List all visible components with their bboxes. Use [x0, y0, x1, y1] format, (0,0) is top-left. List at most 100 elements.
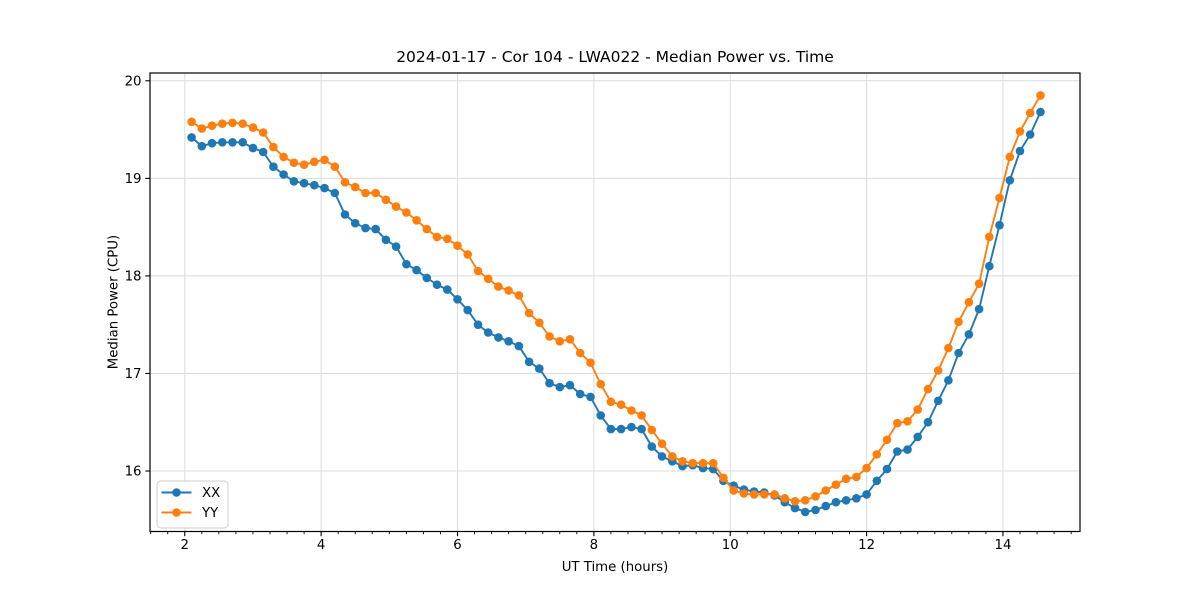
series-yy-point — [882, 435, 892, 445]
series-xx-point — [903, 445, 912, 454]
series-yy-point — [800, 496, 810, 505]
series-xx-point — [647, 442, 657, 451]
series-xx-point — [913, 432, 922, 442]
series-yy-point — [218, 119, 227, 128]
series-yy-point — [985, 232, 994, 242]
series-xx-point — [657, 452, 667, 461]
series-yy-point — [575, 348, 585, 358]
series-yy-point — [443, 234, 452, 244]
series-yy-point — [1036, 91, 1045, 100]
series-yy-point — [657, 439, 667, 449]
series-xx-point — [852, 494, 861, 503]
series-xx-point — [269, 162, 278, 171]
series-yy-point — [668, 452, 677, 461]
series-xx-point — [933, 396, 943, 406]
series-yy-point — [422, 224, 432, 234]
series-xx-point — [872, 476, 882, 486]
series-yy-point — [350, 182, 360, 192]
series-xx-point — [422, 273, 432, 283]
series-yy-point — [872, 450, 882, 459]
series-yy-point — [749, 490, 759, 499]
series-xx-point — [954, 348, 963, 358]
series-xx-point — [228, 138, 237, 147]
series-yy-point — [412, 216, 421, 225]
series-xx-point — [790, 503, 800, 513]
series-yy-point — [1025, 108, 1035, 118]
series-xx-point — [299, 178, 309, 188]
series-xx-point — [637, 424, 646, 434]
series-yy-point — [340, 178, 350, 187]
series-xx-point — [882, 464, 892, 474]
series-xx-line — [190, 111, 1042, 513]
legend-sample-marker-xx — [172, 488, 181, 497]
series-yy-point — [688, 458, 697, 468]
series-yy-point — [780, 494, 790, 503]
series-xx-point — [841, 496, 851, 505]
series-yy-point — [310, 157, 319, 167]
legend-sample-marker-yy — [172, 508, 181, 517]
series-yy-point — [504, 286, 513, 295]
series-yy-point — [974, 279, 984, 289]
series-yy-point — [391, 202, 401, 211]
series-yy-point — [381, 195, 391, 205]
series-yy-point — [238, 119, 247, 128]
series-xx-point — [545, 378, 554, 388]
series-xx-point — [535, 364, 544, 373]
series-yy-point — [862, 463, 871, 473]
series-xx-point — [831, 497, 841, 507]
series-xx-point — [218, 138, 227, 147]
x-tick-label-12: 12 — [858, 538, 875, 553]
series-xx-point — [811, 505, 820, 515]
series-yy-point — [330, 162, 340, 171]
legend-label-xx: XX — [202, 486, 220, 501]
series-yy-point — [228, 118, 237, 128]
legend-label-yy: YY — [201, 506, 219, 521]
series-yy-point — [913, 405, 922, 414]
series-yy — [187, 91, 1045, 506]
series-yy-point — [708, 458, 718, 468]
x-tick-label-10: 10 — [722, 538, 739, 553]
series-yy-point — [361, 188, 370, 198]
x-tick-label-14: 14 — [994, 538, 1011, 553]
series-yy-point — [790, 497, 800, 506]
series-xx-point — [555, 382, 565, 392]
series-yy-point — [207, 121, 217, 130]
series-yy-point — [586, 358, 595, 368]
series-xx-point — [944, 376, 953, 385]
y-tick-label-17: 17 — [125, 367, 142, 382]
series-yy-point — [760, 490, 769, 499]
series-yy-point — [187, 117, 196, 127]
series-yy-point — [923, 384, 933, 394]
series-xx-point — [361, 223, 370, 233]
y-tick-label-19: 19 — [125, 172, 142, 187]
series-xx-point — [985, 261, 994, 271]
series-xx-point — [1036, 107, 1045, 117]
series-yy-point — [555, 337, 565, 346]
series-yy-point — [739, 489, 749, 498]
series-xx-point — [258, 147, 268, 157]
series-xx-point — [412, 265, 421, 275]
series-xx-point — [596, 411, 605, 420]
series-xx-point — [473, 320, 483, 330]
series-yy-point — [197, 124, 207, 133]
series-xx-point — [565, 380, 575, 390]
series-yy-point — [1015, 127, 1025, 136]
series-xx-point — [371, 224, 381, 234]
series-yy-point — [320, 155, 329, 165]
series-xx-point — [821, 501, 830, 511]
series-yy-point — [279, 152, 288, 162]
x-axis-label: UT Time (hours) — [561, 560, 669, 575]
series-yy-point — [841, 474, 851, 484]
series-yy-point — [402, 208, 411, 217]
series-yy-point — [852, 472, 861, 482]
plot-frame — [149, 72, 1081, 533]
series-xx-point — [453, 295, 462, 304]
series-xx-point — [207, 138, 217, 148]
axis-ticks: 2 4 6 8 10 12 14 16 17 18 19 20 — [125, 74, 1072, 553]
series-yy-point — [269, 142, 278, 152]
y-tick-label-18: 18 — [125, 270, 142, 285]
series-xx-point — [350, 218, 360, 228]
series-yy-point — [432, 232, 442, 242]
